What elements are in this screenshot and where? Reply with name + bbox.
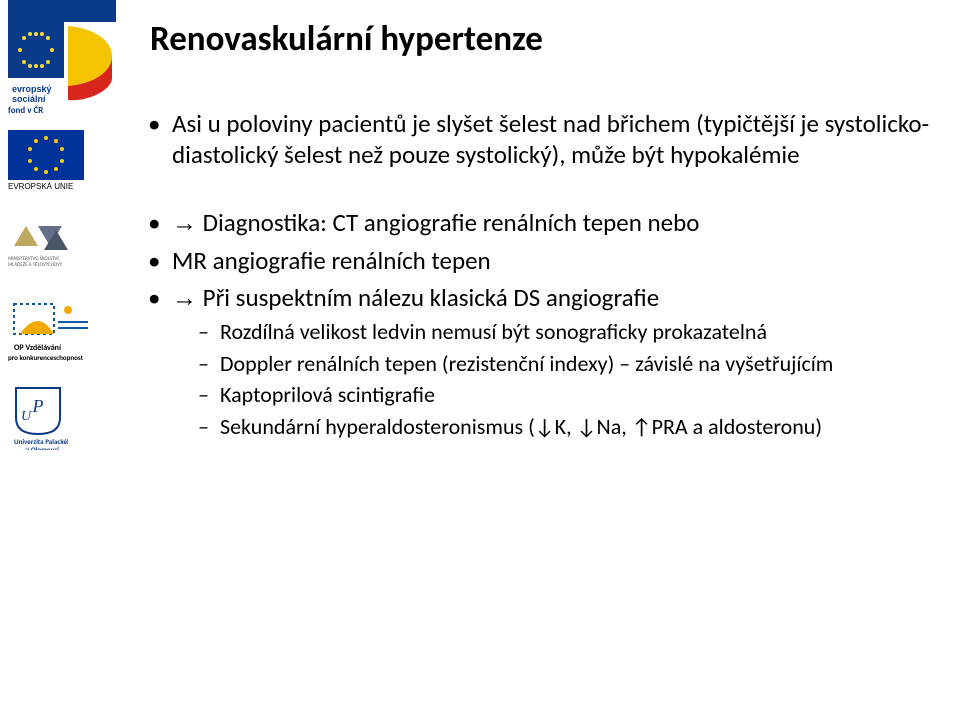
logo-sidebar: evropský sociální fond v ČR EVROPSKÁ UNI… <box>0 0 120 706</box>
spacer <box>140 177 940 207</box>
bullet-list-2: → Diagnostika: CT angiografie renálních … <box>148 207 940 441</box>
sub-bullet-text: Doppler renálních tepen (rezistenční ind… <box>220 350 833 377</box>
arrow-icon: → <box>172 209 197 237</box>
svg-text:evropský: evropský <box>12 84 52 94</box>
svg-text:OP Vzdělávání: OP Vzdělávání <box>14 343 62 353</box>
eu-flag-text: EVROPSKÁ UNIE <box>8 182 73 191</box>
sub-bullet-text: Sekundární hyperaldosteronismus (↓K, ↓Na… <box>220 413 822 440</box>
university-logo: P U Univerzita Palackého v Olomouci <box>8 384 68 450</box>
msmt-logo: MINISTERSTVO ŠKOLSTVÍ, MLÁDEŽE A TĚLOVÝC… <box>8 220 98 266</box>
bullet-text: Při suspektním nálezu klasická DS angiog… <box>203 282 660 313</box>
sub-bullet-list: Rozdílná velikost ledvin nemusí být sono… <box>198 318 940 440</box>
slide-content: Renovaskulární hypertenze Asi u poloviny… <box>140 18 940 446</box>
esf-logo-text: fond v ČR <box>8 106 43 115</box>
arrow-icon: → <box>172 284 197 312</box>
svg-text:v Olomouci: v Olomouci <box>26 445 59 450</box>
sub-bullet-text: Kaptoprilová scintigrafie <box>220 381 435 408</box>
bullet-text: MR angiografie renálních tepen <box>172 245 491 276</box>
svg-text:U: U <box>21 409 32 424</box>
bullet-item: Asi u poloviny pacientů je slyšet šelest… <box>148 108 940 171</box>
esf-logo: evropský sociální <box>8 0 116 108</box>
sub-bullet-item: Rozdílná velikost ledvin nemusí být sono… <box>198 318 940 346</box>
sub-bullet-item: Sekundární hyperaldosteronismus (↓K, ↓Na… <box>198 413 940 441</box>
bullet-item: → Při suspektním nálezu klasická DS angi… <box>148 282 940 440</box>
svg-text:pro konkurenceschopnost: pro konkurenceschopnost <box>8 353 84 362</box>
svg-text:sociální: sociální <box>12 94 46 104</box>
bullet-list: Asi u poloviny pacientů je slyšet šelest… <box>148 108 940 171</box>
opvk-logo: OP Vzdělávání pro konkurenceschopnost <box>8 298 108 362</box>
sub-bullet-item: Doppler renálních tepen (rezistenční ind… <box>198 350 940 378</box>
slide-title: Renovaskulární hypertenze <box>150 18 940 60</box>
svg-text:MINISTERSTVO ŠKOLSTVÍ,: MINISTERSTVO ŠKOLSTVÍ, <box>8 255 60 262</box>
bullet-item: MR angiografie renálních tepen <box>148 245 940 276</box>
svg-text:P: P <box>32 396 44 416</box>
bullet-text: Asi u poloviny pacientů je slyšet šelest… <box>172 108 929 170</box>
sub-bullet-item: Kaptoprilová scintigrafie <box>198 381 940 409</box>
bullet-text: Diagnostika: CT angiografie renálních te… <box>203 207 700 238</box>
bullet-item: → Diagnostika: CT angiografie renálních … <box>148 207 940 239</box>
eu-flag-logo <box>8 130 84 180</box>
sub-bullet-text: Rozdílná velikost ledvin nemusí být sono… <box>220 318 767 345</box>
